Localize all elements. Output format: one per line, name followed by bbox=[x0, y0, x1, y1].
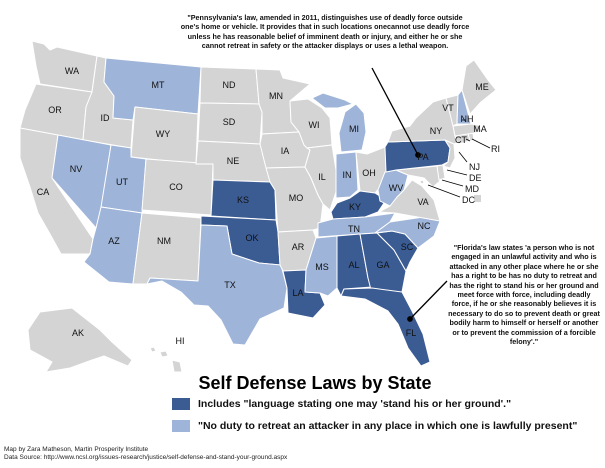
label-ia: IA bbox=[281, 146, 290, 156]
leader-lines bbox=[427, 119, 491, 198]
label-nm: NM bbox=[157, 236, 171, 246]
label-nj: NJ bbox=[469, 162, 480, 172]
label-vt: VT bbox=[442, 103, 454, 113]
pointer-lines bbox=[371, 67, 448, 322]
label-ny: NY bbox=[430, 126, 443, 136]
florida-quote: "Florida's law states 'a person who is n… bbox=[448, 243, 600, 347]
credit-source: Data Source: http://www.ncsl.org/issues-… bbox=[4, 454, 288, 461]
state-nc bbox=[374, 215, 441, 249]
label-ky: KY bbox=[349, 202, 361, 212]
label-ga: GA bbox=[376, 260, 389, 270]
state-nj bbox=[442, 139, 456, 169]
label-wv: WV bbox=[389, 183, 404, 193]
label-mi: MI bbox=[349, 124, 359, 134]
state-sd bbox=[197, 102, 263, 145]
state-il bbox=[304, 144, 337, 211]
label-or: OR bbox=[48, 105, 62, 115]
state-tx bbox=[146, 224, 288, 346]
legend-label-stand-ground: Includes "language stating one may 'stan… bbox=[198, 398, 512, 410]
label-ar: AR bbox=[292, 242, 305, 252]
dc-square bbox=[474, 195, 481, 202]
state-fl bbox=[340, 287, 431, 367]
label-pa: PA bbox=[417, 152, 428, 162]
state-mi bbox=[338, 103, 367, 153]
label-wy: WY bbox=[156, 129, 171, 139]
state-mi-up bbox=[311, 92, 354, 109]
label-co: CO bbox=[169, 182, 183, 192]
label-sd: SD bbox=[223, 117, 236, 127]
label-mn: MN bbox=[269, 91, 283, 101]
pa-pointer-dot bbox=[415, 152, 421, 158]
state-dc bbox=[419, 179, 425, 185]
legend-swatch-stand-ground bbox=[172, 398, 190, 410]
label-nh: NH bbox=[461, 114, 474, 124]
legend-item-stand-ground: Includes "language stating one may 'stan… bbox=[172, 398, 511, 410]
label-ut: UT bbox=[116, 177, 128, 187]
label-va: VA bbox=[417, 197, 428, 207]
label-nv: NV bbox=[70, 164, 83, 174]
label-oh: OH bbox=[362, 168, 376, 178]
label-in: IN bbox=[343, 170, 352, 180]
label-wi: WI bbox=[309, 120, 320, 130]
label-nc: NC bbox=[418, 221, 431, 231]
label-ct: CT bbox=[455, 135, 467, 145]
label-tn: TN bbox=[348, 224, 360, 234]
state-me bbox=[461, 59, 497, 115]
label-ms: MS bbox=[315, 262, 329, 272]
state-ks bbox=[210, 179, 277, 221]
label-id: ID bbox=[101, 113, 111, 123]
label-ma: MA bbox=[473, 124, 487, 134]
fl-pointer-dot bbox=[407, 316, 413, 322]
legend-swatch-no-retreat bbox=[172, 420, 190, 432]
state-nm bbox=[132, 212, 202, 285]
fl-pointer-line bbox=[409, 280, 448, 320]
label-tx: TX bbox=[224, 280, 236, 290]
label-ne: NE bbox=[227, 156, 240, 166]
state-tn bbox=[317, 212, 396, 238]
credit-author: Map by Zara Matheson, Martin Prosperity … bbox=[4, 446, 149, 453]
label-mt: MT bbox=[152, 80, 165, 90]
legend-title: Self Defense Laws by State bbox=[198, 373, 432, 393]
label-ok: OK bbox=[245, 233, 258, 243]
state-ak bbox=[27, 307, 133, 373]
credits: Map by Zara Matheson, Martin Prosperity … bbox=[4, 446, 287, 462]
state-labels: WA OR CA ID NV MT WY UT CO AZ NM ND SD N… bbox=[37, 66, 500, 346]
label-ks: KS bbox=[237, 195, 249, 205]
state-nh bbox=[456, 89, 472, 125]
label-la: LA bbox=[292, 288, 303, 298]
label-md: MD bbox=[465, 184, 479, 194]
label-nd: ND bbox=[223, 80, 236, 90]
state-de bbox=[436, 164, 446, 181]
label-mo: MO bbox=[289, 193, 304, 203]
label-al: AL bbox=[348, 260, 359, 270]
label-me: ME bbox=[475, 82, 489, 92]
label-ak: AK bbox=[72, 328, 84, 338]
label-wa: WA bbox=[65, 66, 79, 76]
label-sc: SC bbox=[401, 242, 414, 252]
state-mt bbox=[103, 57, 202, 121]
legend-label-no-retreat: "No duty to retreat an attacker in any p… bbox=[198, 420, 578, 432]
label-de: DE bbox=[469, 173, 482, 183]
legend-item-no-retreat: "No duty to retreat an attacker in any p… bbox=[172, 420, 577, 432]
label-il: IL bbox=[318, 172, 326, 182]
label-fl: FL bbox=[406, 328, 417, 338]
label-ri: RI bbox=[491, 144, 500, 154]
pennsylvania-quote: "Pennsylvania's law, amended in 2011, di… bbox=[180, 13, 470, 51]
label-dc: DC bbox=[462, 195, 475, 205]
state-hi bbox=[149, 346, 183, 373]
label-ca: CA bbox=[37, 187, 50, 197]
label-az: AZ bbox=[108, 236, 120, 246]
label-hi: HI bbox=[176, 336, 185, 346]
pa-pointer-line bbox=[371, 67, 419, 156]
